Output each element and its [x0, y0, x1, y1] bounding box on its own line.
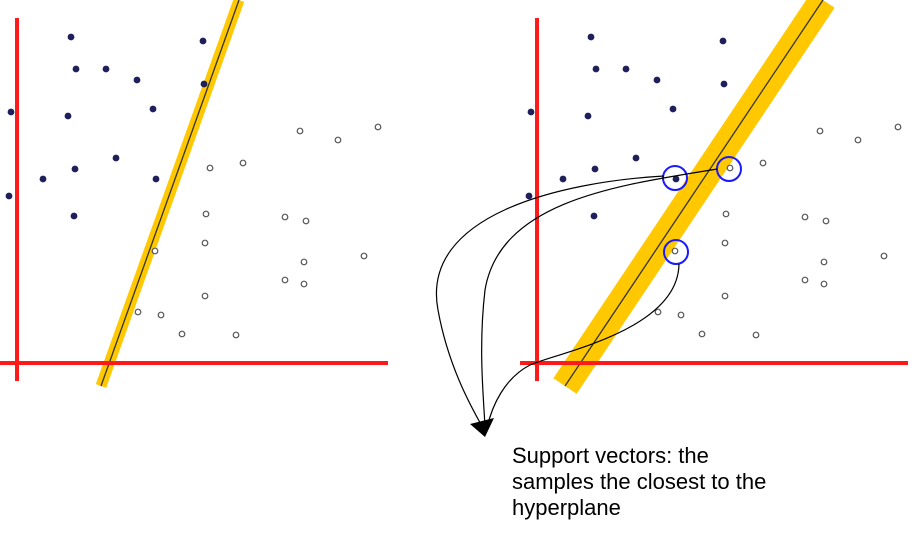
class-a-point — [669, 105, 677, 113]
class-a-point — [199, 37, 207, 45]
support-vector-arrows — [435, 168, 718, 437]
support-vector-circle — [663, 239, 689, 265]
class-a-point — [71, 165, 79, 173]
class-b-point — [880, 252, 888, 260]
class-b-point — [296, 127, 304, 135]
class-b-point — [820, 258, 828, 266]
class-a-point — [7, 108, 15, 116]
class-b-point — [334, 136, 342, 144]
panel-narrow-margin — [0, 0, 388, 388]
class-b-point — [178, 330, 186, 338]
class-b-point — [206, 164, 214, 172]
class-a-point — [5, 192, 13, 200]
class-b-point — [801, 276, 809, 284]
class-a-point — [592, 65, 600, 73]
class-b-point — [374, 123, 382, 131]
class-b-point — [721, 239, 729, 247]
class-b-point — [202, 210, 210, 218]
class-b-point — [854, 136, 862, 144]
class-a-point — [622, 65, 630, 73]
class-b-point — [816, 127, 824, 135]
arrowhead-icon — [470, 418, 494, 437]
class-b-point — [820, 280, 828, 288]
class-a-point — [149, 105, 157, 113]
class-b-point — [300, 258, 308, 266]
class-a-point — [70, 212, 78, 220]
class-a-point — [200, 80, 208, 88]
class-a-point — [720, 80, 728, 88]
class-a-point — [590, 212, 598, 220]
class-a-point — [559, 175, 567, 183]
class-b-point — [232, 331, 240, 339]
class-a-point — [67, 33, 75, 41]
class-a-point — [133, 76, 141, 84]
class-a-point — [584, 112, 592, 120]
class-a-point — [72, 65, 80, 73]
hyperplane-line — [564, 0, 824, 387]
class-a-point — [527, 108, 535, 116]
caption-line-3: hyperplane — [512, 495, 621, 520]
class-b-point — [671, 247, 679, 255]
class-b-point — [721, 292, 729, 300]
support-vector-arrow — [435, 175, 665, 429]
hyperplane-line — [100, 0, 240, 387]
class-b-point — [300, 280, 308, 288]
caption-line-1: Support vectors: the — [512, 443, 709, 468]
class-b-point — [281, 213, 289, 221]
class-b-point — [281, 276, 289, 284]
class-b-point — [302, 217, 310, 225]
support-vector-arrow — [486, 263, 680, 429]
panel-wide-margin — [520, 0, 908, 394]
caption-line-2: samples the closest to the — [512, 469, 767, 494]
class-b-point — [239, 159, 247, 167]
class-b-point — [134, 308, 142, 316]
class-a-point — [632, 154, 640, 162]
class-b-point — [801, 213, 809, 221]
class-b-point — [894, 123, 902, 131]
class-a-point — [152, 175, 160, 183]
class-b-point — [698, 330, 706, 338]
class-b-point — [752, 331, 760, 339]
class-b-point — [822, 217, 830, 225]
class-a-point — [39, 175, 47, 183]
class-a-point — [102, 65, 110, 73]
class-b-point — [677, 311, 685, 319]
class-a-point — [591, 165, 599, 173]
class-b-point — [759, 159, 767, 167]
class-a-point — [525, 192, 533, 200]
class-a-point — [719, 37, 727, 45]
class-b-point — [201, 292, 209, 300]
class-b-point — [151, 247, 159, 255]
class-b-point — [201, 239, 209, 247]
class-a-point — [653, 76, 661, 84]
support-vectors-caption: Support vectors: the samples the closest… — [512, 443, 892, 521]
class-a-point — [672, 175, 680, 183]
support-vector-arrow — [481, 168, 718, 429]
class-b-point — [654, 308, 662, 316]
class-b-point — [157, 311, 165, 319]
class-b-point — [726, 164, 734, 172]
class-a-point — [64, 112, 72, 120]
class-a-point — [112, 154, 120, 162]
class-a-point — [587, 33, 595, 41]
class-b-point — [722, 210, 730, 218]
class-b-point — [360, 252, 368, 260]
